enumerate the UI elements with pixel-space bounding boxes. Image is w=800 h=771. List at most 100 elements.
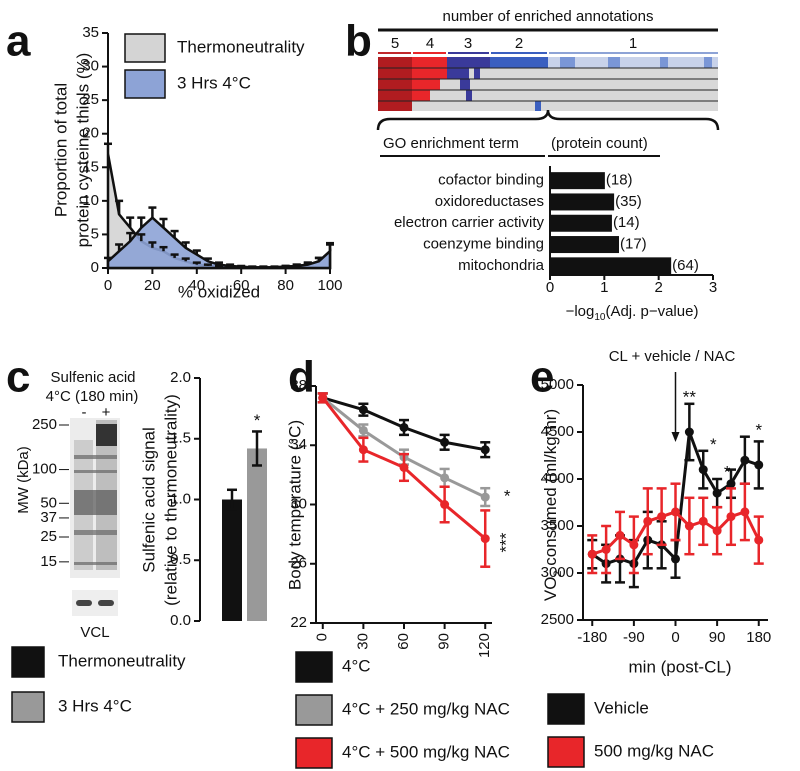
panel-letter: b bbox=[345, 17, 372, 66]
group-label: 5 bbox=[391, 35, 399, 52]
band bbox=[74, 562, 117, 565]
category-label: cofactor binding bbox=[438, 172, 544, 189]
cell bbox=[535, 101, 541, 111]
x-tick-label: 2 bbox=[654, 279, 662, 296]
event-label: CL + vehicle / NAC bbox=[609, 348, 736, 365]
marker bbox=[399, 422, 409, 432]
count-label: (17) bbox=[620, 236, 647, 253]
y-tick-label: 25 bbox=[82, 91, 99, 108]
y-tick-label: 20 bbox=[82, 125, 99, 142]
bar bbox=[247, 448, 267, 621]
bar bbox=[550, 236, 620, 254]
marker bbox=[629, 540, 639, 550]
y-tick-label: 5 bbox=[91, 225, 99, 242]
marker bbox=[698, 465, 708, 475]
legend-label: Thermoneutrality bbox=[58, 651, 186, 670]
legend-label: 4°C + 250 mg/kg NAC bbox=[342, 699, 510, 718]
y-tick-label: 2500 bbox=[541, 611, 574, 628]
mw-tick-label: 100 bbox=[32, 461, 57, 478]
marker bbox=[440, 473, 450, 483]
legend-label: 3 Hrs 4°C bbox=[58, 696, 132, 715]
x-tick-label: 90 bbox=[436, 633, 453, 650]
x-tick-label: 40 bbox=[188, 277, 205, 294]
x-tick-label: 0 bbox=[671, 629, 679, 646]
marker bbox=[358, 405, 368, 415]
marker bbox=[726, 512, 736, 522]
x-tick-label: 0 bbox=[314, 633, 331, 641]
marker bbox=[657, 512, 667, 522]
marker bbox=[740, 507, 750, 517]
marker bbox=[615, 530, 625, 540]
group-label: 3 bbox=[464, 35, 472, 52]
annotation: * bbox=[710, 435, 717, 454]
bar bbox=[550, 193, 615, 211]
legend-swatch bbox=[124, 33, 166, 63]
y-tick-label: 34 bbox=[290, 436, 307, 453]
legend-label: Thermoneutrality bbox=[177, 37, 305, 56]
x-axis-label: min (post-CL) bbox=[629, 657, 732, 676]
cell bbox=[474, 68, 480, 79]
band bbox=[96, 424, 117, 446]
x-tick-label: -90 bbox=[623, 629, 645, 646]
y-axis-label: (relative to thermoneutrality) bbox=[161, 394, 180, 606]
legend-swatch bbox=[11, 691, 45, 723]
panel-letter: c bbox=[6, 353, 30, 402]
marker bbox=[440, 500, 450, 509]
cell bbox=[378, 57, 412, 111]
cell bbox=[608, 57, 620, 68]
y-axis-label: VO2 consumed (ml/kg*hr) bbox=[541, 409, 563, 601]
x-tick-label: 180 bbox=[746, 629, 771, 646]
count-label: (18) bbox=[606, 172, 633, 189]
marker bbox=[671, 554, 680, 564]
bar bbox=[550, 257, 672, 275]
y-tick-label: 5000 bbox=[541, 376, 574, 393]
count-label: (35) bbox=[615, 193, 642, 210]
y-tick-label: 10 bbox=[82, 192, 99, 209]
band bbox=[74, 470, 117, 473]
x-tick-label: 0 bbox=[546, 279, 554, 296]
y-tick-label: 38 bbox=[290, 377, 307, 394]
x-tick-label: 0 bbox=[104, 277, 112, 294]
y-axis-label: protein cysteine thiols (%) bbox=[73, 53, 92, 248]
mw-tick-label: 250 bbox=[32, 416, 57, 433]
x-tick-label: -180 bbox=[577, 629, 607, 646]
marker bbox=[601, 545, 611, 554]
cell bbox=[490, 57, 548, 68]
y-tick-label: 0.5 bbox=[170, 551, 191, 568]
y-tick-label: 0.0 bbox=[170, 612, 191, 629]
y-tick-label: 4500 bbox=[541, 423, 574, 440]
legend-swatch bbox=[547, 736, 585, 768]
mw-label: MW (kDa) bbox=[15, 446, 32, 514]
y-tick-label: 1.0 bbox=[170, 490, 191, 507]
y-axis-label: Body temperature (°C) bbox=[285, 420, 304, 590]
legend-swatch bbox=[295, 694, 333, 726]
marker bbox=[726, 479, 736, 489]
blot-condition: 4°C (180 min) bbox=[46, 388, 139, 405]
label-part: (Adj. p−value) bbox=[605, 303, 698, 320]
band bbox=[76, 600, 92, 606]
legend-label: 4°C bbox=[342, 656, 371, 675]
group-label: 1 bbox=[629, 35, 637, 52]
marker bbox=[740, 455, 750, 465]
cell bbox=[447, 68, 469, 79]
annotation: * bbox=[755, 420, 762, 439]
bar bbox=[550, 172, 605, 190]
category-label: mitochondria bbox=[458, 257, 545, 274]
y-tick-label: 3500 bbox=[541, 517, 574, 534]
y-tick-label: 4000 bbox=[541, 470, 574, 487]
blot-image bbox=[70, 418, 120, 616]
y-tick-label: 30 bbox=[82, 58, 99, 75]
column-header: (protein count) bbox=[551, 135, 648, 152]
band bbox=[74, 490, 117, 515]
marker bbox=[399, 462, 409, 472]
panel-letter: d bbox=[288, 353, 315, 402]
category-label: electron carrier activity bbox=[394, 214, 545, 231]
annotation: * bbox=[254, 411, 261, 430]
marker bbox=[712, 526, 722, 536]
group-label: 4 bbox=[426, 35, 434, 52]
count-label: (14) bbox=[613, 214, 640, 231]
cell bbox=[412, 79, 440, 90]
annotation: ** bbox=[683, 387, 697, 406]
legend-swatch bbox=[547, 693, 585, 725]
